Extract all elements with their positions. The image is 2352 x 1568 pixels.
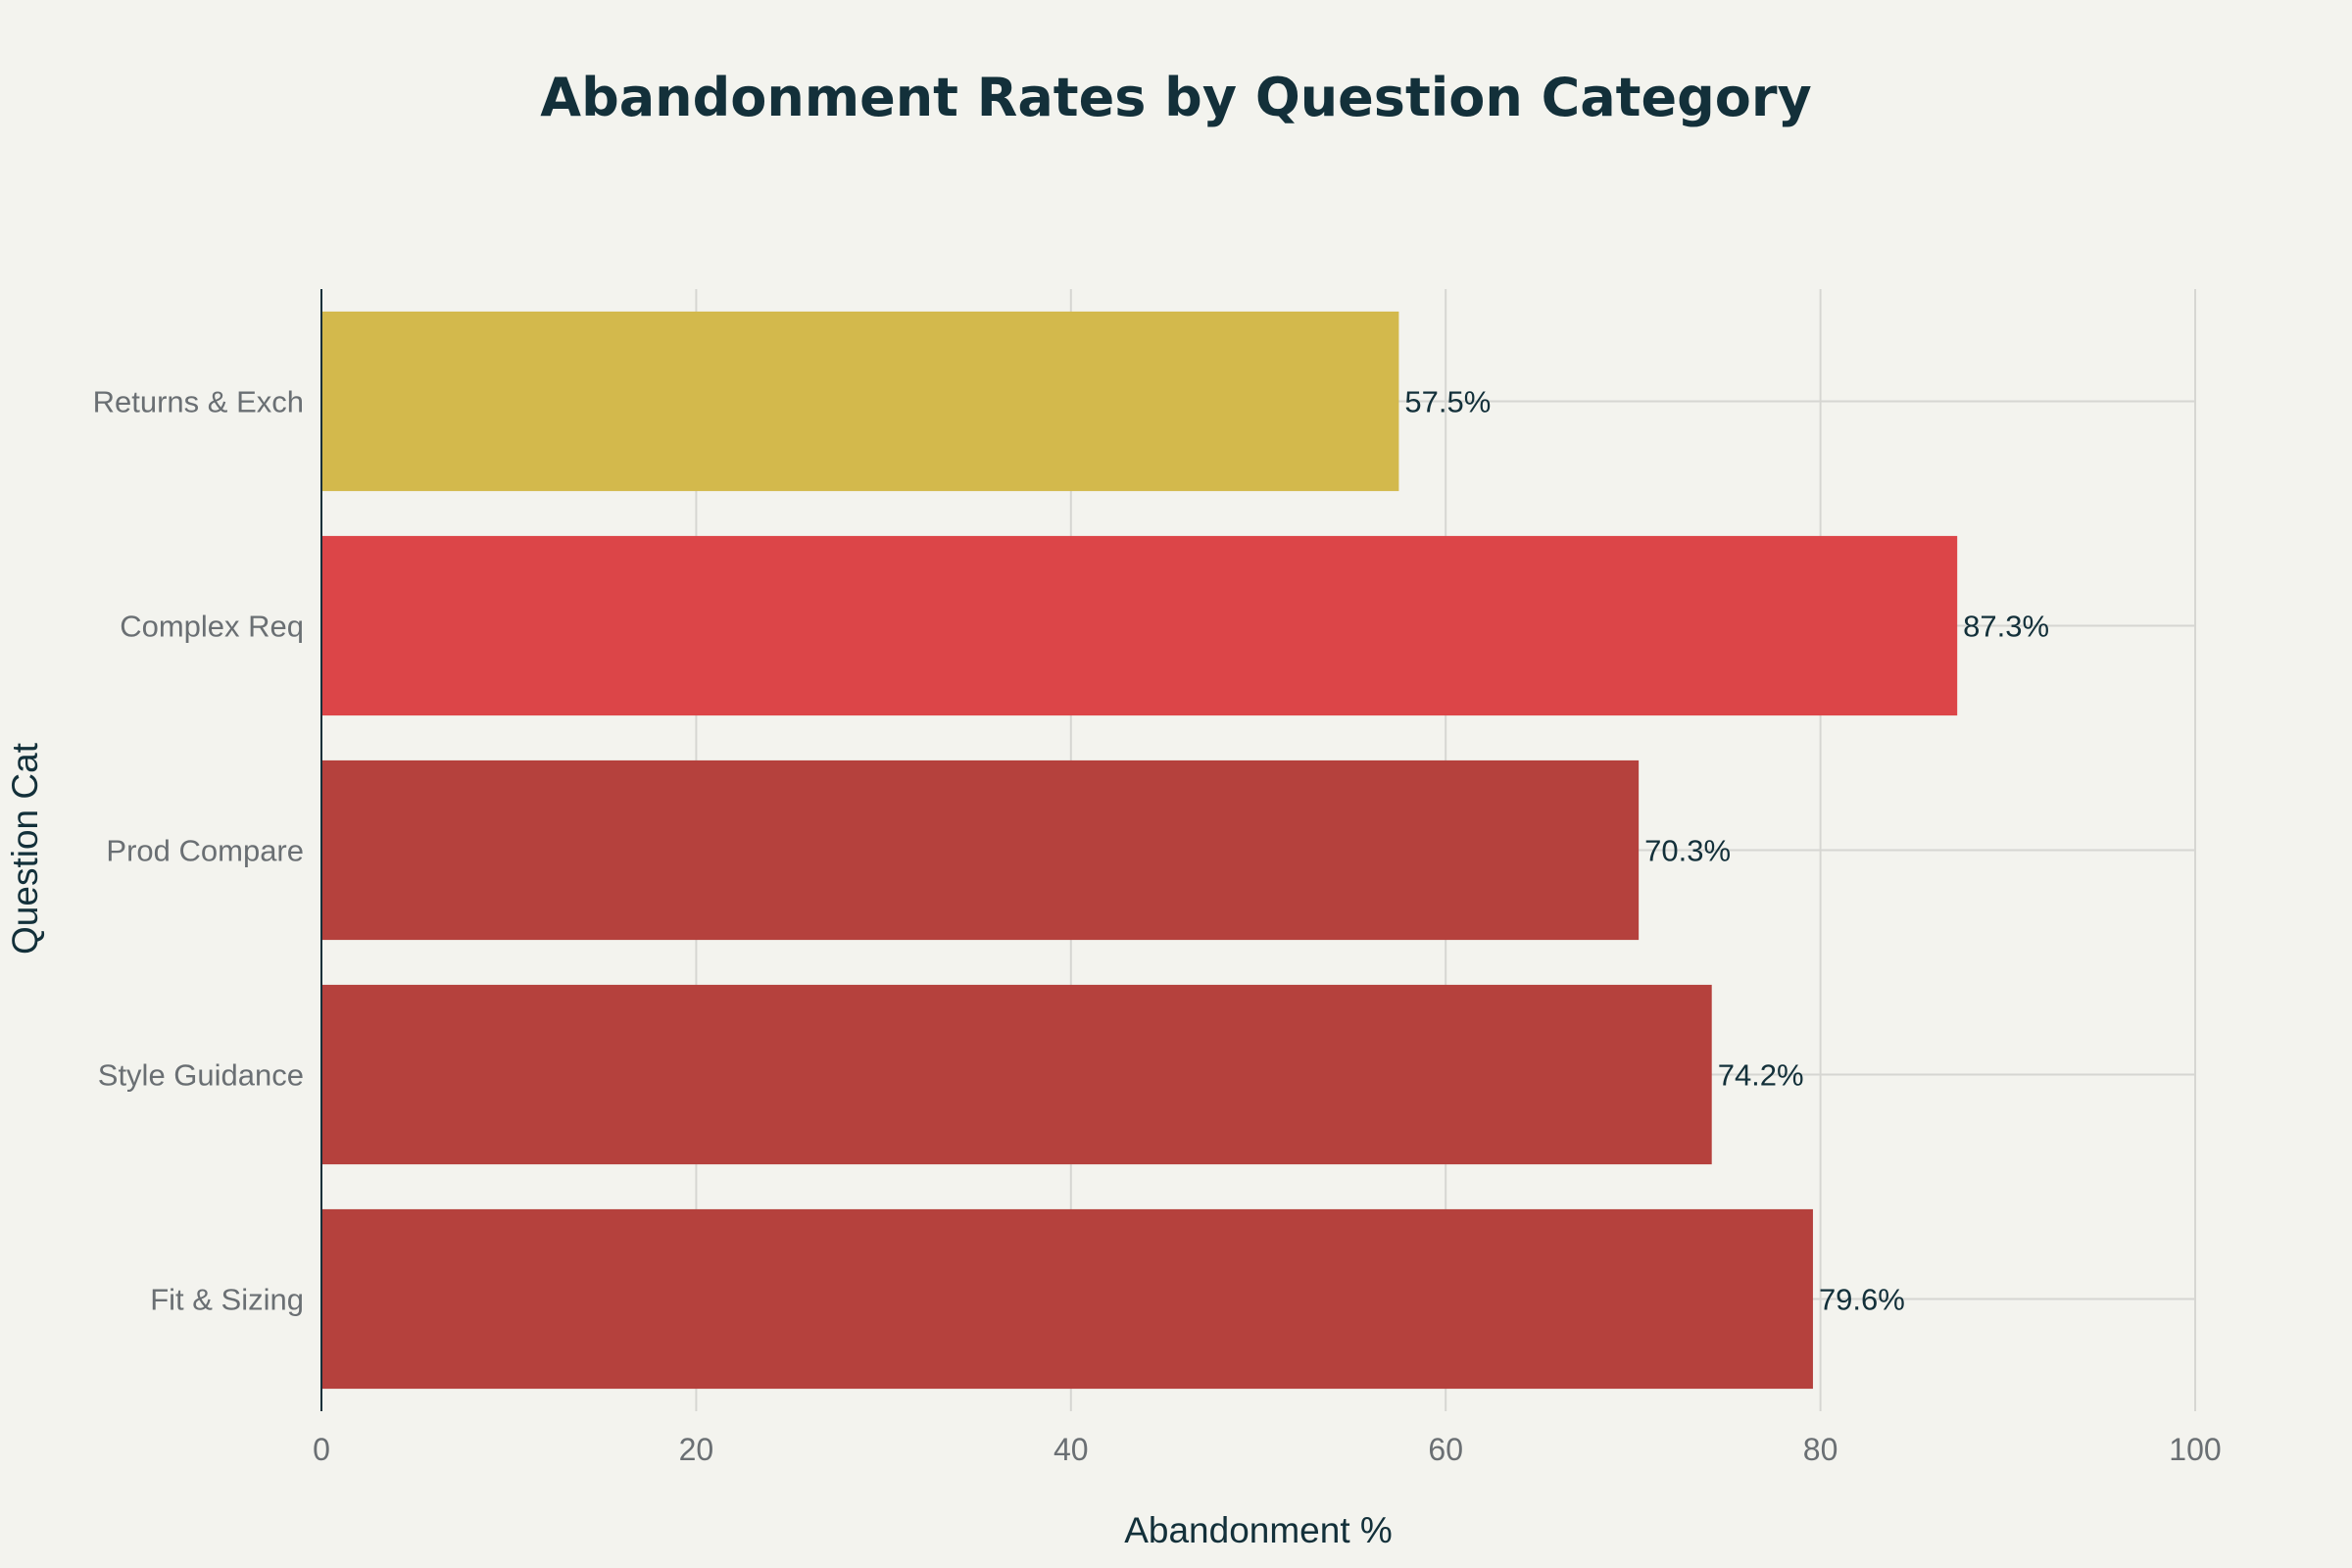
category-label: Returns & Exch: [93, 385, 304, 419]
bar: [321, 760, 1640, 941]
data-label: 57.5%: [1404, 385, 1491, 419]
data-label: 79.6%: [1819, 1283, 1905, 1317]
data-label: 87.3%: [1963, 610, 2049, 644]
x-tick-label: 40: [1054, 1432, 1089, 1467]
x-tick-label: 20: [679, 1432, 714, 1467]
category-label: Complex Req: [120, 610, 304, 644]
y-axis-categories: Returns & Exch Complex Req Prod Compare Sty…: [93, 385, 304, 1317]
data-label: 74.2%: [1718, 1058, 1804, 1093]
bar: [321, 984, 1712, 1165]
bars: [321, 311, 1958, 1390]
bar: [321, 535, 1958, 716]
y-axis-title: Question Cat: [5, 742, 45, 955]
bar: [321, 311, 1399, 492]
data-labels: 57.5% 87.3% 70.3% 74.2% 79.6%: [1404, 385, 2049, 1317]
chart-title: Abandonment Rates by Question Category: [540, 67, 1811, 128]
x-axis-ticks: 0 20 40 60 80 100: [313, 1432, 2222, 1467]
category-label: Style Guidance: [98, 1058, 304, 1093]
data-label: 70.3%: [1644, 834, 1731, 868]
x-tick-label: 80: [1803, 1432, 1838, 1467]
bar: [321, 1208, 1813, 1390]
x-tick-label: 0: [313, 1432, 330, 1467]
x-tick-label: 60: [1428, 1432, 1463, 1467]
category-label: Prod Compare: [106, 834, 304, 868]
x-axis-title: Abandonment %: [1124, 1510, 1393, 1550]
x-tick-label: 100: [2169, 1432, 2221, 1467]
category-label: Fit & Sizing: [150, 1283, 304, 1317]
